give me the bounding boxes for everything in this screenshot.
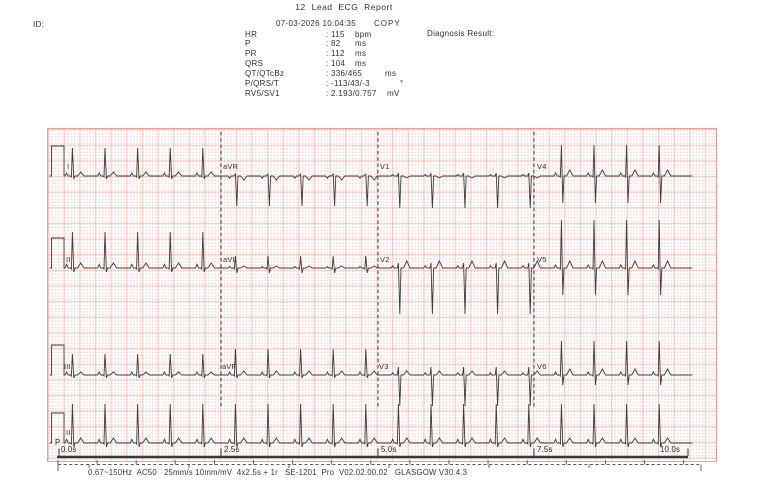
measurement-unit: ms bbox=[355, 49, 367, 59]
lead-label-ii: II bbox=[66, 428, 71, 437]
patient-id-label: ID: bbox=[33, 20, 45, 29]
ecg-waveform-row bbox=[49, 403, 693, 448]
measurement-label: QT/QTcBz bbox=[245, 69, 285, 79]
measurement-unit: ms bbox=[355, 39, 367, 49]
measurement-value: : 112 bbox=[326, 49, 345, 59]
measurement-value: : 82 bbox=[326, 39, 341, 49]
measurement-label: HR bbox=[245, 29, 258, 39]
ruler-minor-ticks bbox=[57, 460, 685, 465]
lead-label-v5: V5 bbox=[537, 255, 547, 264]
lead-label-iii: III bbox=[64, 362, 71, 371]
time-label-5.0s: 5.0s bbox=[381, 445, 397, 454]
segment-separator-dashed-lines bbox=[220, 132, 535, 407]
measurement-label: PR bbox=[245, 49, 257, 59]
measurement-label: P/QRS/T bbox=[245, 79, 280, 88]
time-ruler bbox=[47, 459, 715, 475]
time-label-2.5s: 2.5s bbox=[224, 445, 240, 454]
lead-label-i: I bbox=[67, 162, 70, 171]
time-label-10.0s: 10.0s bbox=[660, 445, 681, 454]
measurement-label: RV5/SV1 bbox=[245, 88, 280, 98]
diagnosis-result-label: Diagnosis Result: bbox=[427, 29, 495, 38]
measurement-value: : 115 bbox=[326, 29, 345, 39]
measurement-unit: ° bbox=[400, 79, 404, 88]
lead-label-v2: V2 bbox=[380, 255, 390, 264]
time-label-7.5s: 7.5s bbox=[537, 445, 553, 454]
lead-label-avf: aVF bbox=[222, 362, 237, 371]
ruler-major-ticks bbox=[57, 464, 702, 471]
ecg-trace-svg bbox=[49, 132, 693, 459]
measurement-value: : 2.193/0.757 bbox=[326, 88, 377, 98]
measurement-unit: ms bbox=[355, 59, 367, 69]
rhythm-pacing-label: P bbox=[55, 438, 61, 447]
measurement-label: P bbox=[245, 39, 251, 49]
lead-label-v3: V3 bbox=[379, 362, 389, 371]
lead-label-avl: aVL bbox=[223, 255, 237, 264]
measurement-label: QRS bbox=[245, 59, 264, 69]
lead-label-avr: aVR bbox=[223, 162, 239, 171]
time-label-0.0s: 0.0s bbox=[61, 445, 77, 454]
measurement-unit: bpm bbox=[355, 29, 372, 39]
ruler-svg bbox=[57, 460, 702, 471]
timeline-ticks bbox=[58, 448, 689, 456]
acquisition-settings-footer: 0.67~150Hz AC50 25mm/s 10mm/mV 4x2.5s + … bbox=[88, 468, 468, 477]
measurement-unit: mV bbox=[387, 88, 400, 98]
lead-label-ii: II bbox=[66, 255, 71, 264]
ecg-waveform-row bbox=[49, 144, 693, 209]
report-timestamp: 07-03-2026 10:04:35 bbox=[276, 19, 356, 28]
page-title: 12 Lead ECG Report bbox=[295, 2, 393, 12]
lead-label-v4: V4 bbox=[537, 162, 547, 171]
ecg-waveform-row bbox=[49, 340, 693, 407]
copy-badge: COPY bbox=[374, 19, 401, 28]
ecg-waveform-row bbox=[49, 219, 693, 315]
lead-label-v6: V6 bbox=[537, 362, 547, 371]
measurement-unit: ms bbox=[385, 69, 397, 79]
lead-label-v1: V1 bbox=[380, 162, 390, 171]
measurement-value: : -113/43/-3 bbox=[326, 79, 370, 88]
measurement-value: : 104 bbox=[326, 59, 346, 69]
measurement-value: : 336/465 bbox=[326, 69, 363, 79]
